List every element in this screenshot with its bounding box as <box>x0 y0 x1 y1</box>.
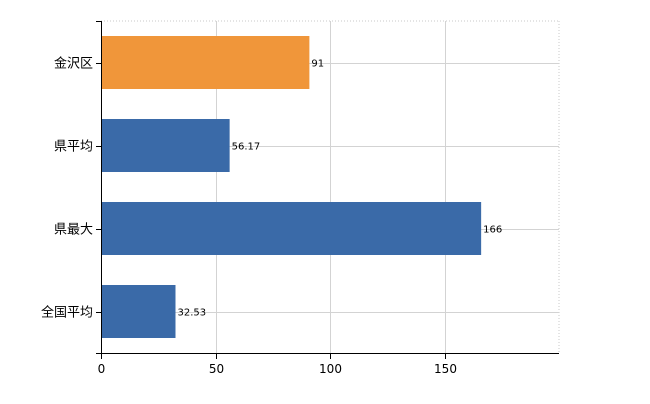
labels-layer: 91 金沢区 56.17 県平均 166 県最大 32.53 全国平均 0 50 100 150 <box>41 56 502 377</box>
category-label: 県最大 <box>54 223 93 238</box>
data-label: 91 <box>311 59 324 70</box>
bar <box>101 36 310 89</box>
bars-layer <box>101 36 482 338</box>
category-label: 全国平均 <box>41 305 93 321</box>
x-tick-label: 0 <box>98 362 106 376</box>
x-tick-label: 50 <box>209 362 224 376</box>
data-label: 166 <box>483 225 502 236</box>
category-label: 金沢区 <box>54 56 93 72</box>
axes-layer <box>96 21 559 359</box>
bar <box>101 119 230 172</box>
data-label: 32.53 <box>177 308 206 319</box>
x-tick-label: 150 <box>434 362 457 376</box>
data-label: 56.17 <box>232 142 261 153</box>
x-tick-label: 100 <box>319 362 342 376</box>
category-label: 県平均 <box>54 140 93 155</box>
bar <box>101 202 482 255</box>
bar <box>101 285 176 338</box>
